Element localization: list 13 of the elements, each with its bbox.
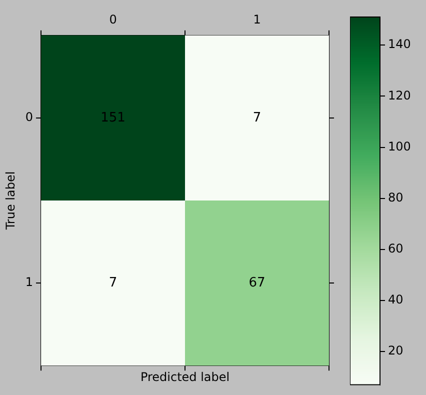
data-label: 67 xyxy=(248,275,266,290)
data-label: 7 xyxy=(252,110,262,126)
color-bar-label: 120 xyxy=(388,88,411,102)
color-bar-label: 140 xyxy=(388,37,411,52)
color-bar-label: 60 xyxy=(388,242,404,256)
data-label: 151 xyxy=(100,110,126,126)
y-axis-title: True label xyxy=(3,171,18,231)
color-bar-label: 40 xyxy=(388,292,404,307)
color-bar-label: 80 xyxy=(388,190,404,204)
color-bar-label: 20 xyxy=(388,344,404,358)
data-label: 7 xyxy=(108,275,118,290)
color-bar-label: 100 xyxy=(388,139,411,154)
x-axis-title: Predicted label xyxy=(140,370,230,384)
